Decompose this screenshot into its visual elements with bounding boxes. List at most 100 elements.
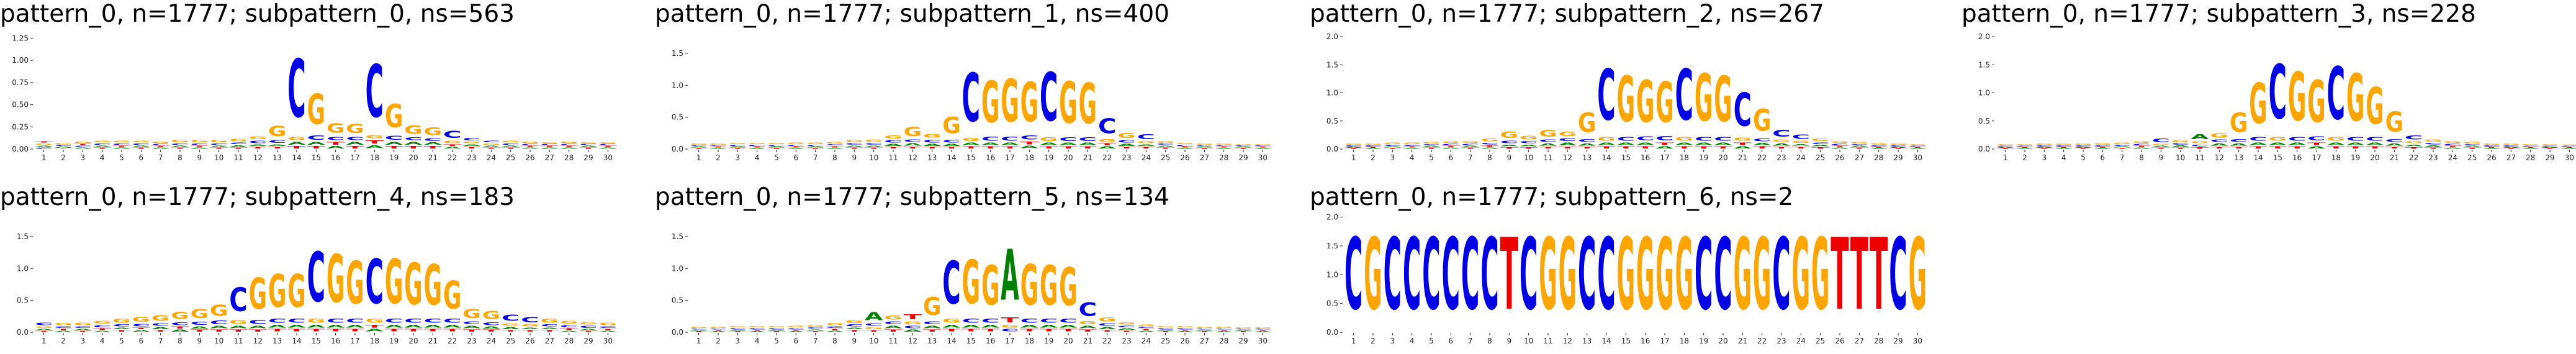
logo-letter-c: C [151, 143, 169, 145]
logo-letter-a: A [191, 326, 209, 329]
logo-letter-t: T [1384, 148, 1402, 149]
x-tick-label: 10 [1524, 337, 1533, 345]
logo-letter-t: T [2366, 146, 2384, 149]
logo-letter-c: C [2171, 143, 2189, 145]
x-tick-label: 24 [1142, 337, 1151, 345]
logo-letter-c: C [599, 326, 617, 329]
logo-letter-g: G [1636, 68, 1654, 135]
logo-letter-t: T [1520, 147, 1538, 150]
panel-title: pattern_0, n=1777; subpattern_0, ns=563 [0, 0, 515, 28]
logo-letter-c: C [346, 317, 364, 324]
logo-letter-a: A [1480, 147, 1499, 149]
logo-letter-g: G [690, 327, 708, 329]
logo-letter-t: T [1059, 329, 1077, 332]
x-tick-label: 9 [2159, 153, 2164, 162]
y-tick-label: 1.00 [12, 56, 29, 65]
logo-letter-a: A [462, 325, 480, 329]
x-tick-label: 17 [350, 153, 359, 162]
x-tick-label: 28 [1219, 153, 1228, 162]
logo-letter-a: A [1597, 142, 1615, 145]
logo-letter-c: C [249, 319, 267, 325]
logo-letter-c: C [54, 145, 72, 147]
logo-letter-a: A [541, 327, 559, 330]
logo-letter-t: T [462, 147, 481, 149]
logo-letter-g: G [2307, 68, 2325, 135]
x-tick-label: 19 [389, 153, 399, 162]
logo-letter-a: A [1442, 147, 1461, 149]
logo-letter-c: C [923, 320, 941, 325]
logo-letter-t: T [1480, 145, 1499, 148]
logo-letter-t: T [424, 145, 443, 149]
x-tick-label: 4 [2061, 153, 2066, 162]
logo-letter-a: A [132, 145, 151, 147]
logo-letter-t: T [191, 145, 209, 147]
logo-letter-t: T [2502, 148, 2521, 149]
x-tick-label: 30 [1913, 153, 1922, 162]
x-tick-label: 26 [1835, 337, 1844, 345]
logo-letter-t: T [599, 329, 618, 330]
sequence-logo-chart: 0.00.51.01.52.01 2 3 4 5 6 7 8 9 10 11 12 13 14 15 16 17… [1978, 32, 2576, 162]
x-tick-label: 30 [1913, 337, 1922, 345]
logo-letter-c: C [1559, 137, 1577, 142]
logo-letter-a: A [35, 145, 53, 147]
logo-letter-a: A [210, 145, 228, 147]
x-tick-label: 5 [2081, 153, 2086, 162]
sequence-logo-chart: 0.00.51.01.51 2 3 4 5 6 7 8 9 10 11 12 13 14 15 16 17 18 1… [17, 232, 618, 345]
logo-letter-a: A [845, 145, 864, 147]
x-tick-label: 12 [908, 153, 917, 162]
logo-letter-c: C [729, 145, 747, 147]
logo-letter-a: A [346, 324, 364, 329]
logo-letter-c: C [443, 129, 461, 140]
logo-letter-t: T [1675, 146, 1694, 149]
logo-letter-a: A [1578, 143, 1596, 146]
logo-letter-c: C [579, 325, 597, 329]
y-tick-label: 0.0 [1978, 145, 1990, 153]
logo-letter-g: G [709, 327, 727, 329]
y-tick-label: 1.25 [12, 34, 29, 42]
logo-letter-c: C [923, 139, 941, 143]
x-tick-label: 3 [1390, 153, 1395, 162]
logo-letter-a: A [171, 329, 189, 332]
logo-letter-g: G [1811, 218, 1829, 333]
logo-letter-t: T [962, 146, 981, 149]
logo-letter-g: G [2346, 61, 2364, 136]
logo-letter-a: A [2463, 146, 2482, 148]
logo-letter-g: G [502, 140, 520, 143]
logo-letter-a: A [1889, 147, 1907, 148]
logo-letter-a: A [1137, 330, 1156, 332]
logo-letter-c: C [268, 317, 286, 324]
x-tick-label: 25 [1816, 153, 1825, 162]
x-tick-label: 22 [1757, 153, 1767, 162]
logo-letter-g: G [1539, 218, 1557, 333]
x-tick-label: 13 [272, 153, 282, 162]
logo-letter-g: G [1215, 327, 1233, 329]
x-tick-label: 14 [1601, 337, 1611, 345]
logo-letter-c: C [2152, 138, 2170, 143]
x-tick-label: 2 [1371, 337, 1376, 345]
logo-letter-g: G [1889, 143, 1907, 145]
logo-letter-c: C [424, 137, 442, 142]
logo-letter-t: T [1870, 218, 1888, 332]
y-tick-label: 0.5 [1326, 117, 1338, 125]
logo-letter-c: C [502, 143, 520, 145]
logo-letter-a: A [151, 327, 170, 330]
logo-letter-g: G [1098, 138, 1116, 143]
logo-letter-c: C [2249, 136, 2267, 142]
logo-panel-subpattern-2: pattern_0, n=1777; subpattern_2, ns=267 … [1310, 0, 1955, 168]
x-tick-label: 2 [61, 337, 66, 345]
logo-letter-a: A [1098, 146, 1117, 149]
logo-letter-t: T [54, 148, 73, 149]
logo-letter-c: C [1792, 134, 1810, 140]
logo-letter-a: A [942, 143, 961, 147]
logo-letter-g: G [1675, 137, 1693, 142]
logo-letter-g: G [1675, 218, 1693, 333]
y-axis: 0.0 0.5 1.0 1.5 [17, 232, 33, 337]
x-tick-label: 27 [545, 337, 554, 345]
logo-letter-a: A [2346, 142, 2364, 145]
logo-letter-t: T [729, 331, 747, 332]
logo-letter-a: A [1117, 328, 1136, 330]
logo-letter-g: G [424, 125, 442, 138]
x-tick-label: 25 [506, 337, 515, 345]
logo-letter-c: C [404, 317, 422, 324]
logo-letter-a: A [2521, 148, 2540, 149]
